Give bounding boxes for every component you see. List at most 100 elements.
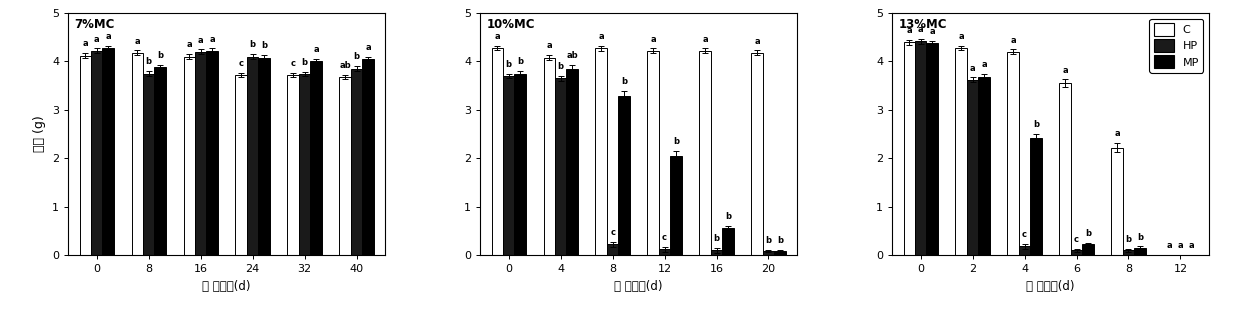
Text: c: c [290, 59, 295, 68]
Text: a: a [754, 37, 760, 45]
Bar [543, 58, 556, 255]
Bar [671, 156, 682, 255]
Bar [351, 69, 362, 255]
Bar [1007, 52, 1019, 255]
Bar [967, 80, 978, 255]
Bar [595, 48, 606, 255]
Text: c: c [662, 233, 667, 242]
Bar [103, 48, 114, 255]
Bar [515, 74, 526, 255]
Bar [362, 59, 373, 255]
Text: a: a [1189, 241, 1194, 250]
Bar [79, 56, 91, 255]
Text: a: a [198, 36, 203, 44]
Text: c: c [1074, 235, 1079, 244]
Text: b: b [517, 57, 523, 66]
Text: a: a [210, 35, 215, 43]
Text: a: a [1178, 241, 1183, 250]
Text: b: b [673, 137, 680, 146]
Bar [91, 51, 103, 255]
Y-axis label: 芙重 (g): 芙重 (g) [33, 116, 46, 152]
Bar [288, 75, 299, 255]
Text: a: a [918, 25, 924, 34]
Bar [751, 53, 763, 255]
Bar [658, 249, 671, 255]
Bar [1135, 248, 1146, 255]
Text: c: c [238, 59, 244, 68]
Text: a: a [650, 35, 656, 43]
Bar [206, 51, 218, 255]
Bar [299, 74, 310, 255]
X-axis label: 劣 变时间(d): 劣 变时间(d) [1027, 280, 1075, 293]
Text: a: a [365, 43, 371, 52]
Text: b: b [713, 234, 719, 243]
Bar [1030, 138, 1042, 255]
Text: a: a [134, 37, 140, 45]
Text: a: a [94, 35, 99, 43]
Bar [926, 43, 937, 255]
Text: b: b [1085, 229, 1091, 238]
Bar [722, 229, 734, 255]
Text: a: a [547, 41, 552, 50]
Legend: C, HP, MP: C, HP, MP [1149, 19, 1204, 73]
Text: b: b [353, 52, 360, 61]
Bar [956, 48, 967, 255]
Bar [1122, 250, 1135, 255]
Text: a: a [599, 32, 604, 41]
Bar [503, 76, 515, 255]
Text: a: a [186, 40, 192, 49]
Text: b: b [558, 62, 564, 71]
Text: b: b [777, 236, 782, 245]
Bar [155, 67, 166, 255]
Text: b: b [621, 77, 627, 86]
Bar [247, 57, 258, 255]
Text: b: b [765, 236, 771, 245]
Text: a: a [495, 32, 500, 41]
Text: a: a [906, 26, 913, 35]
Bar [774, 251, 786, 255]
Text: b: b [146, 57, 151, 66]
Bar [1071, 250, 1083, 255]
Text: 7%MC: 7%MC [74, 18, 115, 31]
Bar [310, 61, 321, 255]
Bar [131, 53, 143, 255]
Bar [1111, 147, 1122, 255]
Text: b: b [506, 60, 512, 69]
Text: b: b [725, 212, 730, 221]
Text: a: a [105, 32, 112, 41]
Bar [236, 75, 247, 255]
Bar [619, 96, 630, 255]
Bar [258, 58, 270, 255]
Text: c: c [610, 228, 615, 237]
Bar [195, 52, 206, 255]
Text: a: a [1115, 129, 1120, 138]
Bar [647, 51, 658, 255]
Bar [340, 77, 351, 255]
Text: a: a [1166, 241, 1172, 250]
Bar [763, 251, 774, 255]
Bar [491, 48, 503, 255]
Bar [915, 41, 926, 255]
Text: a: a [1063, 65, 1068, 75]
Bar [143, 74, 155, 255]
Text: ab: ab [340, 61, 351, 70]
Text: b: b [301, 58, 308, 67]
Text: b: b [249, 40, 255, 49]
Bar [567, 69, 578, 255]
Text: ab: ab [567, 51, 578, 60]
Text: a: a [970, 64, 976, 73]
Bar [184, 57, 195, 255]
Bar [556, 78, 567, 255]
Text: b: b [1126, 235, 1131, 244]
Bar [1019, 246, 1030, 255]
Text: c: c [1022, 230, 1027, 239]
Bar [1059, 83, 1071, 255]
Text: a: a [83, 40, 88, 48]
Bar [1083, 244, 1094, 255]
Text: a: a [981, 60, 987, 69]
X-axis label: 劣 变时间(d): 劣 变时间(d) [614, 280, 663, 293]
X-axis label: 劣 变时间(d): 劣 变时间(d) [202, 280, 250, 293]
Text: 10%MC: 10%MC [486, 18, 534, 31]
Text: b: b [262, 41, 267, 50]
Text: a: a [702, 35, 708, 43]
